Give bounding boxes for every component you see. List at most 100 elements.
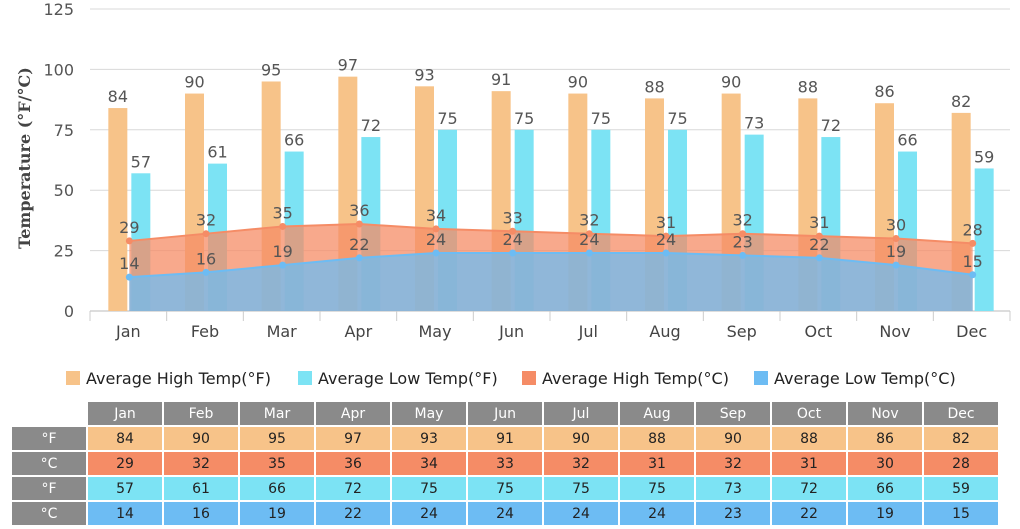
data-label: 61 [207,143,227,162]
data-label: 15 [962,252,982,271]
area-point [815,254,823,262]
data-label: 31 [809,213,829,232]
table-cell: 22 [772,502,846,527]
data-label: 91 [491,70,511,89]
data-label: 24 [426,230,446,249]
table-cell: 90 [544,427,618,452]
area-point [739,251,747,259]
legend-item-high-c[interactable]: Average High Temp(°C) [522,366,729,390]
legend-swatch [754,371,768,385]
data-label: 73 [744,114,764,133]
table-header-cell: Aug [620,402,694,427]
data-label: 72 [361,116,381,135]
table-unit-cell: °F [12,427,86,452]
table-cell: 30 [848,452,922,477]
table-unit-cell: °F [12,477,86,502]
table-cell: 24 [620,502,694,527]
table-header-cell: Dec [924,402,998,427]
table-cell: 34 [392,452,466,477]
area-fill [129,253,973,311]
table-cell: 32 [164,452,238,477]
data-label: 88 [798,77,818,96]
table-cell: 88 [620,427,694,452]
x-tick-label: Dec [956,322,987,341]
table-header-cell: Jul [544,402,618,427]
table-cell: 72 [772,477,846,502]
area-point [662,249,670,257]
data-label: 95 [261,60,281,79]
y-tick-label: 125 [43,0,74,19]
x-tick-label: May [418,322,451,341]
area-point [432,225,440,233]
y-axis-ticks: 0 25 50 75 100 125 [43,0,74,321]
x-tick-label: Mar [267,322,298,341]
data-label: 66 [897,131,917,150]
data-label: 14 [119,254,139,273]
data-label: 32 [579,211,599,230]
data-label: 35 [272,203,292,222]
legend-label: Average High Temp(°F) [86,368,271,388]
data-label: 86 [874,82,894,101]
table-header-cell: Sep [696,402,770,427]
table-cell: 97 [316,427,390,452]
table-cell: 90 [696,427,770,452]
area-point [969,239,977,247]
x-tick-label: Nov [879,322,910,341]
data-label: 59 [974,147,994,166]
data-table: Jan Feb Mar Apr May Jun Jul Aug Sep Oct … [10,402,1000,527]
data-label: 75 [437,109,457,128]
temperature-chart: 0 25 50 75 100 125 84 90 95 97 93 91 90 88 90 88 86 82 57… [15,0,1011,341]
area-point [355,254,363,262]
y-tick-label: 25 [54,242,74,261]
legend-item-low-c[interactable]: Average Low Temp(°C) [754,366,956,390]
table-cell: 28 [924,452,998,477]
area-point [892,261,900,269]
area-point [125,237,133,245]
legend-item-high-f[interactable]: Average High Temp(°F) [66,366,271,390]
data-label: 72 [821,116,841,135]
y-tick-label: 75 [54,121,74,140]
table-unit-cell: °C [12,452,86,477]
table-cell: 82 [924,427,998,452]
table-cell: 84 [88,427,162,452]
data-label: 22 [809,235,829,254]
area-point [739,230,747,238]
bar [974,168,994,311]
data-label: 24 [656,230,676,249]
x-tick-label: Jun [498,322,524,341]
data-label: 31 [656,213,676,232]
data-label: 93 [414,65,434,84]
data-label: 75 [667,109,687,128]
table-header-cell: Apr [316,402,390,427]
table-row-low-c: °C 14 16 19 22 24 24 24 24 23 22 19 15 [12,502,998,527]
y-tick-label: 50 [54,181,74,200]
table-cell: 66 [240,477,314,502]
table-cell: 33 [468,452,542,477]
table-cell: 75 [468,477,542,502]
area-point [279,261,287,269]
data-label: 57 [131,152,151,171]
table-cell: 19 [848,502,922,527]
table-cell: 24 [468,502,542,527]
table-header-cell: Nov [848,402,922,427]
area-point [815,232,823,240]
table-cell: 73 [696,477,770,502]
table-cell: 31 [772,452,846,477]
table-cell: 75 [392,477,466,502]
data-label: 32 [196,211,216,230]
table-cell: 57 [88,477,162,502]
table-header-cell: Jan [88,402,162,427]
table-cell: 59 [924,477,998,502]
table-cell: 75 [620,477,694,502]
table-cell: 91 [468,427,542,452]
table-cell: 32 [544,452,618,477]
table-cell: 32 [696,452,770,477]
table-cell: 61 [164,477,238,502]
area-point [279,222,287,230]
data-label: 66 [284,131,304,150]
area-line [129,223,973,245]
table-unit-cell: °C [12,502,86,527]
table-cell: 36 [316,452,390,477]
legend-item-low-f[interactable]: Average Low Temp(°F) [298,366,498,390]
table-corner [12,402,86,427]
